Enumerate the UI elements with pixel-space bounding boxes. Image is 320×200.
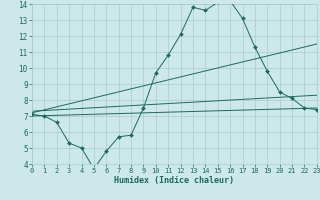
X-axis label: Humidex (Indice chaleur): Humidex (Indice chaleur) <box>115 176 234 185</box>
